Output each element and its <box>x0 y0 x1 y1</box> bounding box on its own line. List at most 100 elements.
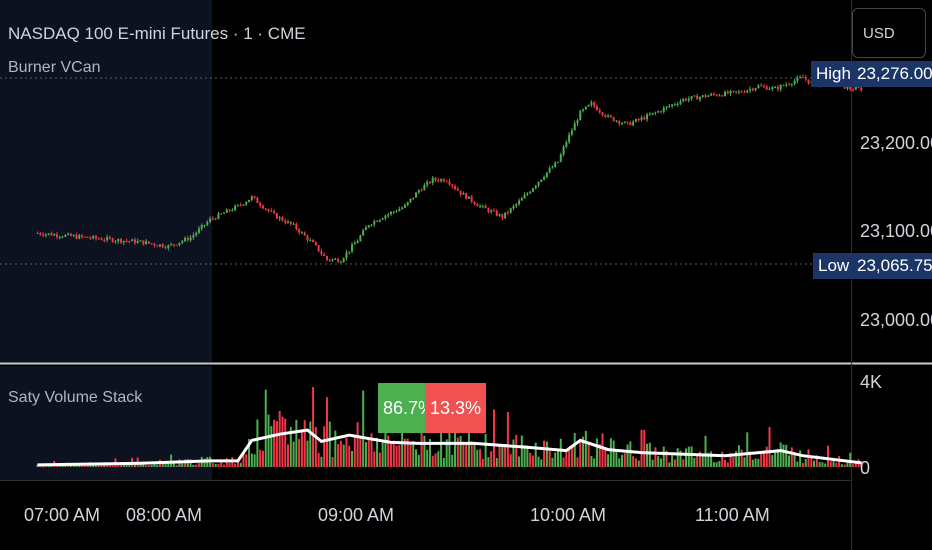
candle <box>231 210 234 212</box>
volume-bar <box>668 462 671 467</box>
candle <box>601 112 604 116</box>
volume-bar <box>629 441 632 467</box>
volume-bar <box>292 441 295 467</box>
volume-bar <box>637 460 640 467</box>
volume-bar <box>111 465 114 467</box>
candle <box>579 110 582 121</box>
volume-bar <box>715 462 718 467</box>
candle <box>253 196 256 198</box>
volume-bar <box>273 419 276 467</box>
candle <box>53 234 56 236</box>
candle <box>167 245 170 249</box>
candle <box>849 86 852 90</box>
volume-tick: 4K <box>860 372 883 392</box>
volume-bar <box>50 465 53 467</box>
volume-bar <box>724 459 726 467</box>
volume-bar <box>120 464 123 467</box>
candle <box>158 244 161 247</box>
volume-bar <box>490 451 493 467</box>
volume-bar <box>72 465 75 467</box>
volume-bar <box>387 435 390 467</box>
volume-indicator-title[interactable]: Saty Volume Stack <box>8 389 143 406</box>
candle <box>323 253 326 256</box>
candle <box>281 217 284 221</box>
candle <box>562 146 565 155</box>
candle <box>451 184 454 187</box>
candle <box>431 177 434 183</box>
volume-bar <box>117 465 120 467</box>
volume-bar <box>796 461 799 467</box>
volume-bar <box>768 427 771 467</box>
candle <box>529 191 532 194</box>
currency-selector[interactable]: USD <box>852 8 926 58</box>
candle <box>634 119 637 122</box>
candle <box>587 104 590 107</box>
candle <box>545 172 548 177</box>
candle <box>214 218 217 220</box>
volume-bar <box>512 439 515 467</box>
candle <box>56 234 58 237</box>
volume-bar <box>172 462 175 467</box>
volume-bar <box>771 455 774 467</box>
volume-bar <box>824 463 827 467</box>
candle <box>103 239 106 241</box>
candle <box>484 205 487 209</box>
volume-bar <box>481 458 484 467</box>
volume-bar <box>757 458 760 467</box>
volume-bar <box>195 464 198 467</box>
candle <box>754 88 757 91</box>
volume-bar <box>440 405 443 467</box>
volume-bar <box>687 446 690 467</box>
volume-bar <box>217 463 220 467</box>
volume-bar <box>593 458 596 467</box>
volume-bar <box>685 448 688 467</box>
volume-bar <box>314 427 317 467</box>
volume-bar <box>261 450 264 467</box>
volume-bar <box>42 466 45 468</box>
candle <box>114 241 117 243</box>
volume-bar <box>156 464 159 467</box>
candle <box>223 212 225 214</box>
volume-bar <box>498 444 501 467</box>
candle <box>570 130 573 135</box>
volume-bar <box>821 462 824 467</box>
volume-bar <box>417 454 420 467</box>
candle <box>409 198 412 203</box>
volume-bar <box>559 438 562 467</box>
candle <box>465 193 468 199</box>
candle <box>94 236 97 239</box>
candle <box>735 91 738 93</box>
volume-bar <box>801 462 804 467</box>
candle <box>412 197 415 199</box>
volume-bar <box>197 463 200 467</box>
volume-bar <box>852 464 855 467</box>
candle <box>359 235 362 241</box>
candle <box>595 106 598 111</box>
candle <box>696 95 699 100</box>
volume-bar <box>454 428 457 467</box>
candle <box>67 233 70 235</box>
volume-bar <box>545 441 548 467</box>
volume-bar <box>284 418 287 467</box>
candle <box>746 90 749 93</box>
candle <box>142 240 145 245</box>
candle <box>175 244 178 246</box>
volume-bar <box>807 449 810 467</box>
volume-bar <box>829 461 832 467</box>
candle <box>256 197 259 204</box>
indicator-name[interactable]: Burner VCan <box>8 59 101 76</box>
low-label-tag: Low <box>813 253 855 279</box>
candle <box>604 115 607 117</box>
volume-bar <box>459 435 462 467</box>
volume-bar <box>362 390 365 467</box>
candle <box>39 233 42 235</box>
candle <box>618 120 621 124</box>
candle <box>267 209 270 211</box>
candle <box>690 96 693 99</box>
volume-bar <box>303 420 306 467</box>
candle <box>278 217 281 219</box>
candle <box>234 205 237 211</box>
time-tick: 09:00 AM <box>318 505 395 525</box>
volume-bar <box>298 439 301 467</box>
volume-bar <box>676 448 679 467</box>
